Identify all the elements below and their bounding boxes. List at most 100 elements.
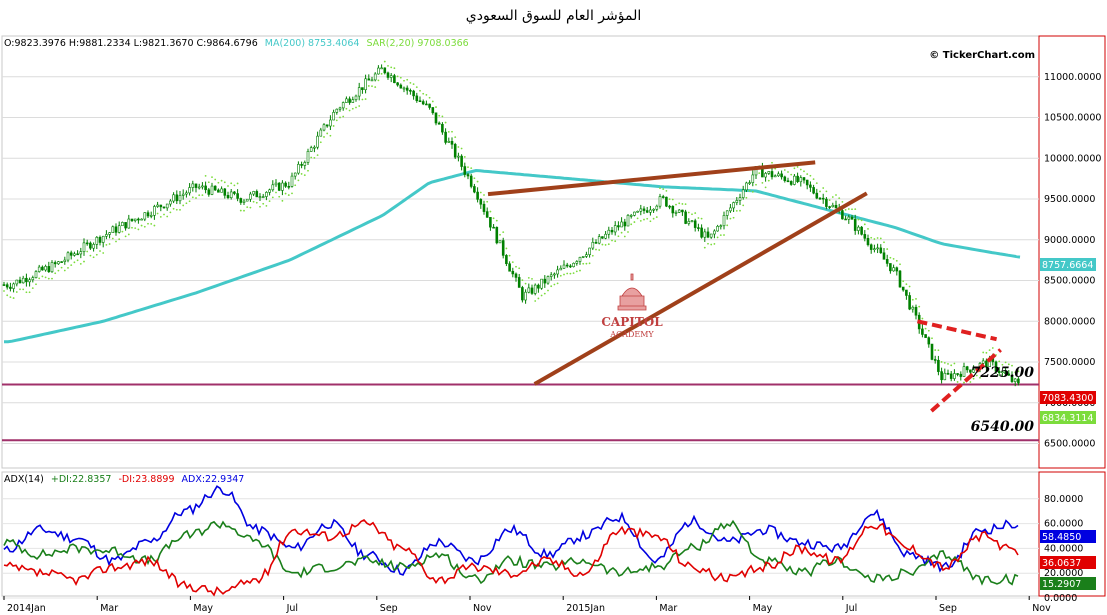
candle xyxy=(655,204,659,212)
sar-dot xyxy=(345,107,348,110)
sar-dot xyxy=(895,259,898,262)
price-tick-label: 9000.0000 xyxy=(1044,235,1095,246)
adx-panel xyxy=(1,471,1040,597)
sar-dot xyxy=(911,298,914,301)
candle xyxy=(386,71,390,80)
sar-dot xyxy=(809,174,812,177)
candle xyxy=(777,171,780,177)
candle xyxy=(85,239,89,246)
sar-dot xyxy=(51,277,53,280)
candle xyxy=(47,261,51,273)
capitol-academy-logo: CAPITOL ACADEMY xyxy=(601,273,663,339)
sar-dot xyxy=(915,298,917,300)
candle xyxy=(409,88,412,95)
candle xyxy=(169,199,172,207)
sar-dot xyxy=(854,208,857,211)
sar-dot xyxy=(675,203,677,206)
sar-dot xyxy=(79,262,82,265)
candle xyxy=(53,260,57,268)
sar-dot xyxy=(204,174,207,177)
sar-dot xyxy=(857,218,860,221)
candle xyxy=(181,189,185,200)
sar-dot xyxy=(332,125,335,127)
sar-dot xyxy=(163,213,165,216)
sar-tag: 6834.3114 xyxy=(1042,413,1093,424)
sar-dot xyxy=(508,254,511,257)
sar-dot xyxy=(947,363,949,365)
candle xyxy=(393,73,396,84)
candle xyxy=(44,264,47,272)
sar-dot xyxy=(969,381,972,383)
sar-dot xyxy=(22,288,25,291)
sar-dot xyxy=(790,173,793,176)
sar-dot xyxy=(383,60,386,63)
candle xyxy=(425,100,428,106)
sar-dot xyxy=(755,183,757,186)
sar-dot xyxy=(214,178,217,181)
sar-dot xyxy=(652,217,655,220)
candle xyxy=(345,96,348,104)
candle xyxy=(533,283,537,296)
sar-dot xyxy=(873,238,876,240)
candle xyxy=(690,219,694,223)
candle xyxy=(927,336,931,348)
candle xyxy=(197,183,201,190)
x-tick-label: Sep xyxy=(939,603,957,614)
candle xyxy=(322,123,326,132)
sar-dot xyxy=(31,287,34,290)
sar-dot xyxy=(486,200,489,203)
candle xyxy=(889,263,892,274)
sar-dot xyxy=(627,231,629,233)
sar-dot xyxy=(150,223,153,225)
candle xyxy=(645,206,649,214)
sar-dot xyxy=(201,194,204,197)
sar-dot xyxy=(316,154,319,156)
sar-dot xyxy=(444,121,447,124)
candle xyxy=(578,256,582,265)
sar-dot xyxy=(396,75,399,78)
sar-dot xyxy=(633,221,636,223)
candle xyxy=(117,221,121,234)
candle xyxy=(847,214,851,224)
candle xyxy=(306,148,310,166)
sar-dot xyxy=(889,256,892,259)
candle xyxy=(466,172,470,180)
mdi-tag: 36.0637 xyxy=(1042,558,1081,569)
sar-dot xyxy=(729,217,732,220)
candle xyxy=(962,362,966,377)
adx-tag-bg xyxy=(1040,530,1096,543)
sar-dot xyxy=(1017,370,1020,373)
sar-dot xyxy=(732,216,735,219)
sar-dot xyxy=(495,219,498,222)
candle xyxy=(476,187,479,203)
x-tick-label: Nov xyxy=(473,603,492,614)
candle xyxy=(812,184,815,195)
mdi-tag-bg xyxy=(1040,556,1096,569)
sar-dot xyxy=(377,79,380,82)
candle xyxy=(610,227,614,235)
candle xyxy=(41,265,44,271)
candle xyxy=(108,232,111,239)
sar-dot xyxy=(451,130,453,133)
sar-dot xyxy=(569,272,572,275)
candle xyxy=(953,369,956,381)
candle xyxy=(514,272,518,282)
sar-dot xyxy=(438,114,441,117)
adx-tag: 58.4850 xyxy=(1042,532,1081,543)
candle xyxy=(5,282,9,290)
sar-dot xyxy=(879,237,882,240)
candle xyxy=(114,223,118,236)
sar-dot xyxy=(153,224,156,227)
sar-dot xyxy=(275,191,277,194)
sar-dot xyxy=(239,209,242,212)
sar-dot xyxy=(943,361,946,364)
candle xyxy=(802,176,806,184)
adx-series-di xyxy=(3,519,1019,586)
sar-dot xyxy=(707,242,709,245)
sar-dot xyxy=(86,250,89,253)
sar-dot xyxy=(742,204,745,207)
sar-dot xyxy=(124,235,127,238)
sar-dot xyxy=(604,244,607,246)
sar-dot xyxy=(12,297,15,299)
candle xyxy=(940,367,943,384)
